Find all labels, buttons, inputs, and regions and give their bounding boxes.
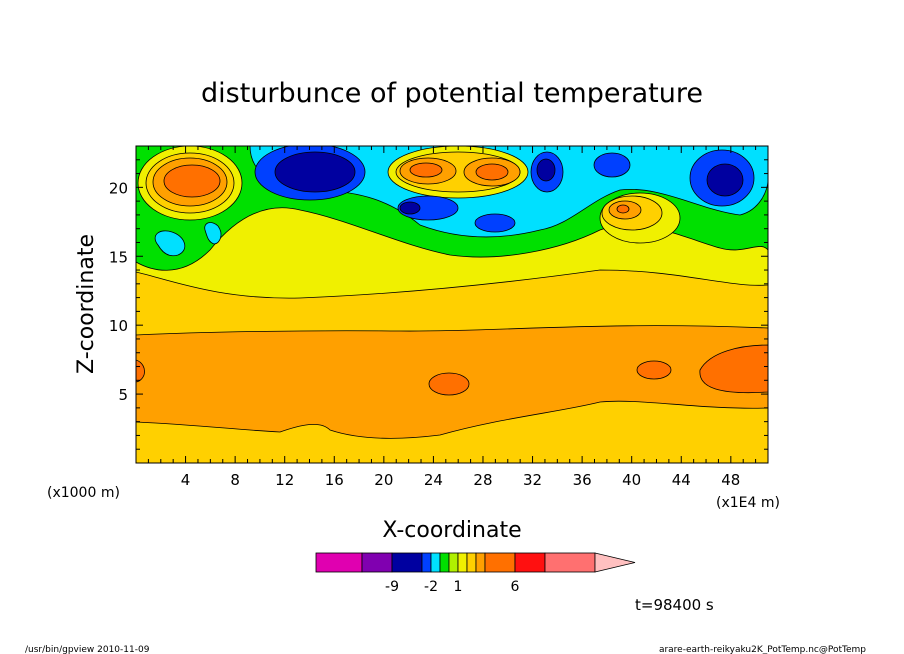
x-tick-label: 24 [424, 471, 443, 489]
x-tick-label: 44 [672, 471, 691, 489]
warm-spot-1 [428, 372, 470, 396]
warm-mid-4b [475, 163, 509, 181]
y-scale-note: (x1000 m) [47, 485, 120, 501]
colorbar-cell [457, 552, 468, 573]
colorbar-cell [475, 552, 486, 573]
colorbar-cell [439, 552, 450, 573]
y-tick-label: 20 [109, 179, 128, 197]
colorbar-cell [448, 552, 459, 573]
x-tick-label: 12 [275, 471, 294, 489]
colorbar-arrow [594, 552, 636, 573]
y-tick-label: 5 [118, 386, 128, 404]
colorbar: -9 -2 1 6 [315, 552, 636, 595]
colorbar-cell [421, 552, 432, 573]
x-tick-label: 4 [181, 471, 191, 489]
blue-4 [593, 152, 631, 178]
cyan-patch-1 [154, 230, 186, 257]
colorbar-cell [315, 552, 363, 573]
colorbar-cell [514, 552, 546, 573]
colorbar-label: 6 [511, 579, 520, 595]
x-tick-label: 48 [721, 471, 740, 489]
colorbar-cell [544, 552, 596, 573]
x-scale-note: (x1E4 m) [716, 495, 780, 511]
y-axis: 5 10 15 20 [109, 159, 768, 450]
x-tick-label: 40 [622, 471, 641, 489]
plot-area [136, 146, 768, 463]
colorbar-label: -9 [385, 579, 399, 595]
warm-r-4 [616, 204, 630, 214]
footer-right: arare-earth-reikyaku2K_PotTemp.nc@PotTem… [659, 645, 866, 654]
x-tick-label: 28 [473, 471, 492, 489]
time-label: t=98400 s [635, 596, 714, 614]
colorbar-cell [484, 552, 516, 573]
warm-spot-3 [699, 344, 768, 393]
colorbar-cell [466, 552, 477, 573]
chart-title: disturbunce of potential temperature [201, 78, 703, 109]
x-tick-label: 8 [230, 471, 240, 489]
cyan-patch-2 [204, 222, 222, 245]
colorbar-cell [361, 552, 393, 573]
y-tick-label: 15 [109, 248, 128, 266]
blue-2 [474, 213, 516, 233]
warm-ul-4 [163, 164, 221, 198]
warm-spot-4 [136, 359, 145, 383]
x-tick-label: 36 [573, 471, 592, 489]
colorbar-label: 1 [454, 579, 463, 595]
footer-left: /usr/bin/gpview 2010-11-09 [25, 645, 150, 654]
y-tick-label: 10 [109, 317, 128, 335]
x-tick-label: 16 [325, 471, 344, 489]
y-axis-label: Z-coordinate [74, 234, 99, 374]
x-axis-label: X-coordinate [382, 518, 521, 543]
blue-5-core [706, 163, 744, 197]
colorbar-cell [430, 552, 441, 573]
x-tick-label: 32 [523, 471, 542, 489]
blue-1-core [399, 201, 421, 215]
colorbar-label: -2 [424, 579, 438, 595]
warm-mid-4a [409, 162, 443, 178]
cold-1-core [274, 151, 356, 193]
x-axis: 4 8 12 16 20 24 28 32 36 40 44 48 [147, 146, 757, 489]
warm-spot-2 [636, 360, 672, 380]
plot-frame [135, 145, 769, 464]
blue-3-core [536, 158, 556, 182]
colorbar-cell [391, 552, 423, 573]
x-tick-label: 20 [374, 471, 393, 489]
